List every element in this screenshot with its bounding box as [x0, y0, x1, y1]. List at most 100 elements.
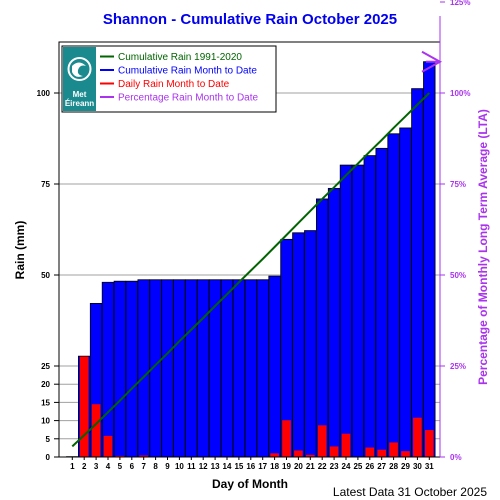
daily-bar — [103, 435, 113, 457]
x-tick-label: 21 — [306, 462, 315, 471]
y2-axis-label: Percentage of Monthly Long Term Average … — [476, 109, 490, 385]
y-axis-label: Rain (mm) — [13, 221, 27, 280]
cumulative-bar — [351, 164, 365, 458]
x-tick-label: 7 — [141, 462, 146, 471]
logo-swirl-outer — [67, 57, 92, 81]
x-tick-label: 19 — [282, 462, 291, 471]
x-tick-label: 31 — [425, 462, 434, 471]
daily-bars — [68, 356, 434, 457]
cumulative-bar — [268, 275, 281, 458]
x-tick-label: 28 — [389, 462, 398, 471]
cumulative-bar — [423, 61, 436, 458]
legend-label: Daily Rain Month to Date — [118, 79, 230, 90]
daily-bar — [425, 430, 434, 457]
footer-text: Latest Data 31 October 2025 — [333, 485, 487, 499]
x-tick-label: 8 — [153, 462, 158, 471]
x-tick-label: 4 — [106, 462, 111, 471]
legend-label: Percentage Rain Month to Date — [118, 93, 259, 104]
x-tick-label: 20 — [294, 462, 303, 471]
y-tick-label: 100 — [37, 89, 51, 98]
daily-bar — [413, 417, 422, 457]
y2-tick-label: 25% — [450, 362, 466, 371]
cumulative-bar — [339, 164, 353, 458]
cumulative-bar — [387, 133, 400, 458]
cumulative-bar — [256, 279, 269, 458]
x-tick-label: 17 — [258, 462, 267, 471]
daily-bar — [115, 455, 125, 457]
x-tick-label: 30 — [413, 462, 422, 471]
daily-bar — [389, 442, 398, 457]
daily-bar — [270, 453, 279, 457]
x-tick-label: 26 — [365, 462, 374, 471]
cumulative-bar — [173, 279, 186, 458]
daily-bar — [306, 454, 315, 457]
daily-bar — [282, 420, 291, 457]
x-tick-label: 5 — [118, 462, 123, 471]
legend-label: Cumulative Rain 1991-2020 — [118, 52, 242, 63]
cumulative-bar — [375, 147, 388, 458]
daily-bar — [91, 404, 101, 457]
y2-axis: 0% 25% 50% 75% 100% 125% — [439, 0, 470, 462]
y-tick-label: 10 — [41, 417, 50, 426]
x-tick-label: 14 — [223, 462, 232, 471]
daily-bar — [294, 450, 303, 457]
y-tick-label: 0 — [46, 453, 51, 462]
lta-series-line — [71, 92, 430, 448]
x-tick-label: 23 — [330, 462, 339, 471]
y-tick-label: 25 — [41, 362, 50, 371]
x-tick-label: 25 — [353, 462, 362, 471]
x-tick-label: 1 — [70, 462, 75, 471]
x-tick-label: 16 — [246, 462, 255, 471]
cumulative-bar — [363, 155, 377, 458]
x-tick-label: 15 — [234, 462, 243, 471]
cumulative-bar — [101, 281, 115, 458]
x-axis-label: Day of Month — [212, 477, 288, 491]
y2-tick-label: 0% — [450, 453, 462, 462]
x-tick-label: 27 — [377, 462, 386, 471]
cumulative-bar — [196, 279, 210, 458]
lta-line — [71, 92, 430, 448]
x-tick-label: 29 — [401, 462, 410, 471]
legend: Met Éireann Cumulative Rain 1991-2020 Cum… — [61, 45, 277, 113]
x-tick-label: 2 — [82, 462, 87, 471]
cumulative-bar — [244, 279, 258, 458]
y2-tick-label: 100% — [450, 89, 470, 98]
daily-bar — [341, 433, 351, 457]
daily-bar — [317, 425, 327, 457]
daily-bar — [139, 455, 148, 457]
daily-bar — [377, 449, 386, 457]
cumulative-bar — [292, 232, 305, 458]
x-tick-label: 13 — [211, 462, 220, 471]
y-tick-label: 50 — [41, 271, 50, 280]
daily-bar — [401, 451, 410, 457]
logo-text-met: Met — [73, 90, 87, 99]
x-tick-label: 6 — [130, 462, 135, 471]
cumulative-bar — [185, 279, 198, 458]
y-tick-label: 75 — [41, 180, 50, 189]
y2-tick-label: 125% — [450, 0, 470, 7]
cumulative-bar — [232, 279, 246, 458]
x-tick-label: 22 — [318, 462, 327, 471]
y-tick-label: 20 — [41, 380, 50, 389]
daily-bar — [365, 447, 375, 457]
x-axis: 1 2 3 4 5 6 7 8 9 10 11 12 13 14 15 16 17 18 19 20 21 22 23 24 2… — [70, 457, 434, 471]
x-tick-label: 18 — [270, 462, 279, 471]
y2-tick-label: 50% — [450, 271, 466, 280]
daily-bar — [329, 446, 339, 457]
y-axis: 0 5 10 15 20 25 50 75 100 — [37, 89, 59, 462]
x-tick-label: 11 — [187, 462, 196, 471]
x-tick-label: 9 — [165, 462, 170, 471]
cumulative-bar — [315, 198, 329, 458]
y-tick-label: 15 — [41, 398, 50, 407]
x-tick-label: 24 — [342, 462, 351, 471]
legend-label: Cumulative Rain Month to Date — [118, 66, 257, 77]
cumulative-bar — [327, 187, 341, 458]
logo-swirl-inner — [72, 62, 86, 77]
met-eireann-logo: Met Éireann — [63, 47, 96, 111]
cumulative-bar — [125, 280, 139, 458]
cumulative-bar — [399, 127, 412, 458]
legend-box — [61, 45, 277, 113]
cumulative-bar — [411, 88, 424, 458]
cumulative-bar — [161, 279, 174, 458]
daily-bar — [79, 356, 89, 457]
